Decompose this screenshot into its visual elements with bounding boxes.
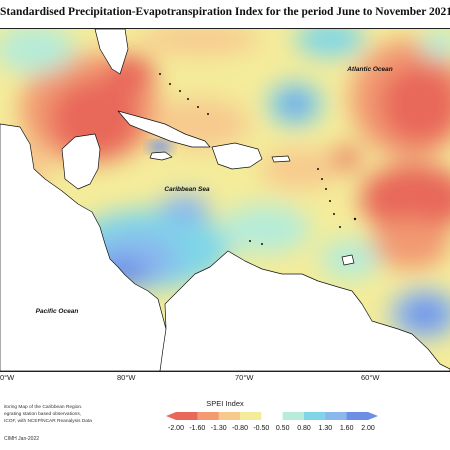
legend-swatch [176, 412, 198, 420]
longitude-label-70w: 70°W [235, 373, 254, 382]
spei-field [0, 29, 450, 339]
puerto-rico [271, 155, 291, 163]
florida [94, 29, 129, 75]
atlantic-ocean-label: Atlantic Ocean [346, 66, 393, 73]
trinidad [341, 254, 355, 266]
footer-credit: CIMH Jan-2022 [4, 436, 40, 442]
hispaniola [211, 142, 263, 170]
pacific-ocean-label: Pacific Ocean [36, 308, 79, 315]
legend-swatch [304, 412, 326, 420]
legend-tick-label: -0.80 [232, 425, 248, 432]
legend-colorbar [166, 412, 378, 420]
jamaica [149, 151, 173, 161]
caribbean-sea-label: Caribbean Sea [164, 186, 210, 193]
credit-line-1: itoring Map of the Caribbean Region. [4, 405, 83, 410]
legend-title: SPEI Index [206, 399, 244, 408]
longitude-label-80w: 80°W [117, 373, 136, 382]
legend-swatch [346, 412, 369, 420]
legend-swatch [218, 412, 241, 420]
legend-tick-label: -0.50 [253, 425, 270, 432]
longitude-label-60w: 60°W [361, 373, 380, 382]
legend-tick-label: -1.60 [189, 425, 206, 432]
small-islands [159, 73, 357, 245]
south-america [159, 250, 450, 371]
legend-swatch [197, 412, 220, 420]
land [0, 29, 450, 371]
legend-swatch [261, 412, 284, 420]
legend-swatch [325, 412, 348, 420]
legend-tick-label: -2.00 [168, 425, 184, 432]
legend-tick-label: 1.60 [339, 425, 354, 432]
spei-core [148, 141, 172, 153]
legend-tick-label: 0.50 [275, 425, 290, 432]
legend-tick-label: 1.30 [318, 425, 333, 432]
spei-map: Atlantic Ocean Caribbean Sea Pacific Oce… [0, 28, 450, 372]
credit-line-3: ICOF, with NCEP/NCAR Reanalysis Data [4, 419, 92, 424]
longitude-label-90w: 0°W [0, 373, 15, 382]
legend-tick-label: 0.80 [297, 425, 311, 432]
map-title: Standardised Precipitation-Evapotranspir… [0, 6, 450, 18]
yucatan [61, 133, 101, 190]
legend-swatch [282, 412, 305, 420]
legend-swatch [240, 412, 262, 420]
legend-arrow-right [368, 412, 378, 420]
credit-line-2: egrating station based observations, [4, 412, 82, 417]
cuba [117, 110, 211, 148]
legend-arrow-left [166, 412, 176, 420]
legend-tick-label: 2.00 [361, 425, 375, 432]
legend-tick-label: -1.30 [210, 425, 227, 432]
